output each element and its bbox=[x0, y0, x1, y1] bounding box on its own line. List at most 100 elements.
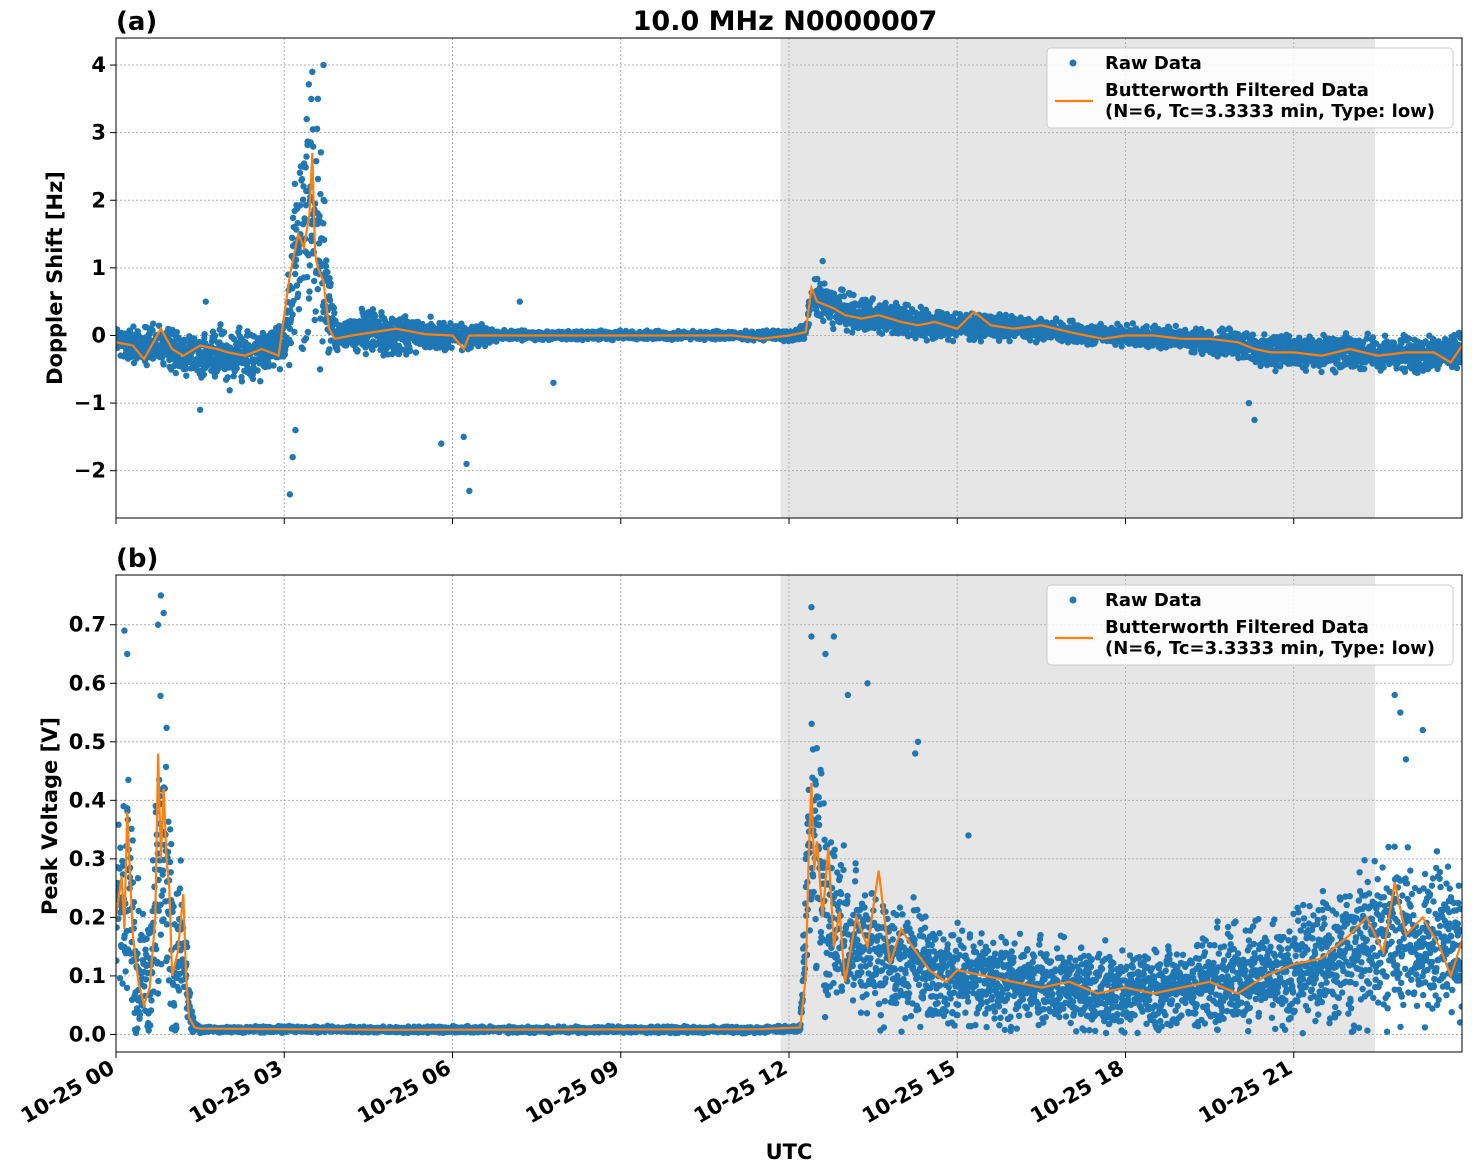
raw-data-point bbox=[923, 337, 930, 344]
raw-data-point bbox=[850, 291, 857, 299]
raw-data-point bbox=[308, 95, 315, 103]
raw-data-point bbox=[212, 332, 219, 339]
raw-data-point bbox=[342, 342, 350, 349]
raw-data-point bbox=[320, 236, 328, 243]
raw-data-point bbox=[217, 321, 224, 328]
raw-data-point bbox=[1369, 334, 1377, 341]
raw-data-point bbox=[289, 285, 296, 292]
raw-data-point bbox=[306, 288, 313, 295]
raw-data-point bbox=[1380, 364, 1387, 371]
raw-data-point bbox=[869, 295, 876, 302]
raw-data-point bbox=[310, 143, 317, 150]
raw-data-point bbox=[1364, 330, 1371, 337]
raw-data-point bbox=[317, 149, 325, 156]
raw-data-point bbox=[236, 324, 243, 331]
raw-data-point bbox=[302, 335, 310, 342]
panel-a-tag: (a) bbox=[116, 7, 157, 37]
doppler-y-axis-label: Doppler Shift [Hz] bbox=[43, 171, 67, 385]
raw-data-point bbox=[829, 320, 836, 327]
raw-data-point bbox=[299, 196, 307, 203]
raw-data-point bbox=[839, 286, 846, 293]
raw-data-point bbox=[820, 317, 827, 325]
raw-data-point bbox=[327, 280, 334, 287]
raw-data-point bbox=[412, 349, 420, 356]
raw-data-point bbox=[289, 234, 296, 241]
raw-data-point bbox=[1381, 332, 1389, 339]
raw-data-point bbox=[289, 311, 296, 318]
raw-data-point bbox=[282, 342, 290, 349]
raw-data-point bbox=[299, 345, 306, 353]
raw-data-point bbox=[305, 295, 313, 302]
raw-data-point bbox=[291, 180, 299, 187]
raw-data-point bbox=[249, 375, 257, 383]
raw-data-point bbox=[402, 313, 409, 320]
raw-data-point bbox=[296, 169, 304, 176]
raw-data-point bbox=[296, 249, 303, 256]
raw-data-point bbox=[316, 366, 324, 373]
raw-data-point bbox=[1249, 331, 1257, 338]
raw-data-point bbox=[1123, 321, 1131, 329]
raw-data-point bbox=[301, 218, 308, 225]
raw-data-point bbox=[276, 366, 284, 373]
raw-data-point bbox=[224, 374, 231, 381]
raw-data-point bbox=[171, 362, 178, 370]
raw-data-point bbox=[330, 304, 337, 311]
raw-data-point bbox=[326, 346, 333, 353]
raw-data-point bbox=[308, 232, 315, 239]
raw-data-point bbox=[313, 158, 320, 165]
raw-data-point bbox=[1027, 337, 1034, 344]
raw-data-point bbox=[1272, 367, 1279, 375]
raw-data-point bbox=[150, 320, 157, 327]
raw-data-point bbox=[182, 365, 190, 372]
raw-data-point bbox=[286, 361, 293, 369]
raw-data-point bbox=[290, 297, 297, 305]
raw-data-point bbox=[977, 338, 985, 345]
raw-data-point bbox=[448, 344, 455, 351]
raw-data-point bbox=[303, 153, 310, 160]
raw-data-point bbox=[362, 350, 369, 358]
raw-data-point bbox=[313, 125, 321, 132]
raw-data-point bbox=[1002, 311, 1009, 319]
raw-data-point bbox=[830, 325, 837, 332]
raw-data-point bbox=[1172, 322, 1180, 330]
raw-data-point bbox=[1361, 365, 1368, 373]
raw-data-point bbox=[821, 280, 828, 287]
raw-data-point bbox=[265, 363, 272, 370]
raw-data-point bbox=[354, 347, 361, 354]
raw-data-point bbox=[233, 364, 240, 372]
raw-data-point bbox=[326, 275, 333, 282]
raw-data-point bbox=[230, 373, 237, 380]
raw-data-point bbox=[369, 346, 376, 353]
raw-data-point bbox=[311, 277, 318, 285]
raw-data-point bbox=[312, 308, 319, 315]
raw-data-point bbox=[289, 214, 297, 221]
raw-data-point bbox=[295, 306, 303, 313]
raw-data-point bbox=[304, 273, 311, 281]
raw-data-point bbox=[181, 338, 188, 345]
raw-data-point bbox=[302, 202, 310, 209]
raw-data-point bbox=[407, 347, 414, 355]
raw-data-point bbox=[298, 175, 306, 183]
raw-data-point bbox=[220, 329, 228, 336]
raw-data-point bbox=[447, 320, 454, 327]
raw-data-point bbox=[211, 373, 219, 380]
raw-data-point bbox=[270, 362, 277, 369]
raw-data-point bbox=[1302, 367, 1310, 374]
raw-data-point bbox=[293, 282, 301, 289]
raw-data-point bbox=[287, 339, 295, 347]
raw-data-point bbox=[302, 164, 309, 171]
raw-data-point bbox=[187, 354, 194, 361]
raw-data-point bbox=[305, 81, 312, 88]
raw-data-point bbox=[292, 262, 299, 270]
raw-data-point bbox=[308, 237, 315, 245]
raw-data-point bbox=[315, 240, 323, 247]
raw-data-point bbox=[949, 337, 957, 345]
raw-data-point bbox=[320, 220, 327, 227]
raw-data-point bbox=[257, 378, 264, 385]
raw-data-point bbox=[324, 268, 331, 276]
raw-data-point bbox=[1118, 343, 1125, 350]
raw-data-point bbox=[306, 262, 313, 269]
raw-data-point bbox=[201, 331, 208, 338]
raw-data-point bbox=[1296, 334, 1303, 341]
